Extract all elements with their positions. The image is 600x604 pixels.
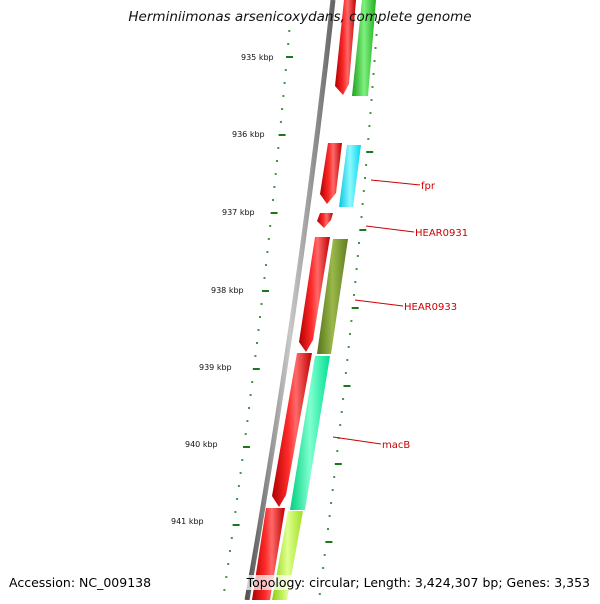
accession-text: Accession: NC_009138 [9, 575, 152, 590]
scale-ticks [223, 17, 293, 591]
topology-text: Topology: circular; Length: 3,424,307 bp… [245, 575, 591, 590]
gene-cyan-fpr[interactable] [339, 145, 361, 207]
gene-spring-macb[interactable] [290, 356, 330, 510]
feature-ticks [318, 21, 379, 595]
scale-label: 940 kbp [185, 440, 218, 449]
gene-red-3[interactable] [317, 213, 333, 228]
gene-green-1[interactable] [352, 0, 376, 96]
scale-label: 939 kbp [199, 363, 232, 372]
gene-label-hear0931[interactable]: HEAR0931 [415, 228, 468, 239]
scale-label: 937 kbp [222, 208, 255, 217]
gene-olive-hear0933[interactable] [317, 239, 348, 354]
gene-red-5[interactable] [272, 353, 312, 507]
genome-title: Herminiimonas arsenicoxydans, complete g… [128, 9, 472, 25]
scale-label: 941 kbp [171, 517, 204, 526]
gene-features [252, 0, 376, 600]
gene-label-hear0933[interactable]: HEAR0933 [404, 302, 457, 313]
scale-label: 935 kbp [241, 53, 274, 62]
gene-labels: fpr HEAR0931 HEAR0933 macB [332, 179, 468, 451]
scale-label: 936 kbp [232, 130, 265, 139]
scale-label: 938 kbp [211, 286, 244, 295]
gene-red-2[interactable] [320, 143, 342, 204]
gene-red-1[interactable] [335, 0, 356, 95]
genome-backbone [244, 0, 336, 601]
gene-label-macb[interactable]: macB [382, 440, 410, 451]
scale-labels: 935 kbp 936 kbp 937 kbp 938 kbp 939 kbp … [171, 53, 274, 526]
gene-red-4[interactable] [299, 237, 330, 352]
gene-label-fpr[interactable]: fpr [421, 181, 436, 192]
